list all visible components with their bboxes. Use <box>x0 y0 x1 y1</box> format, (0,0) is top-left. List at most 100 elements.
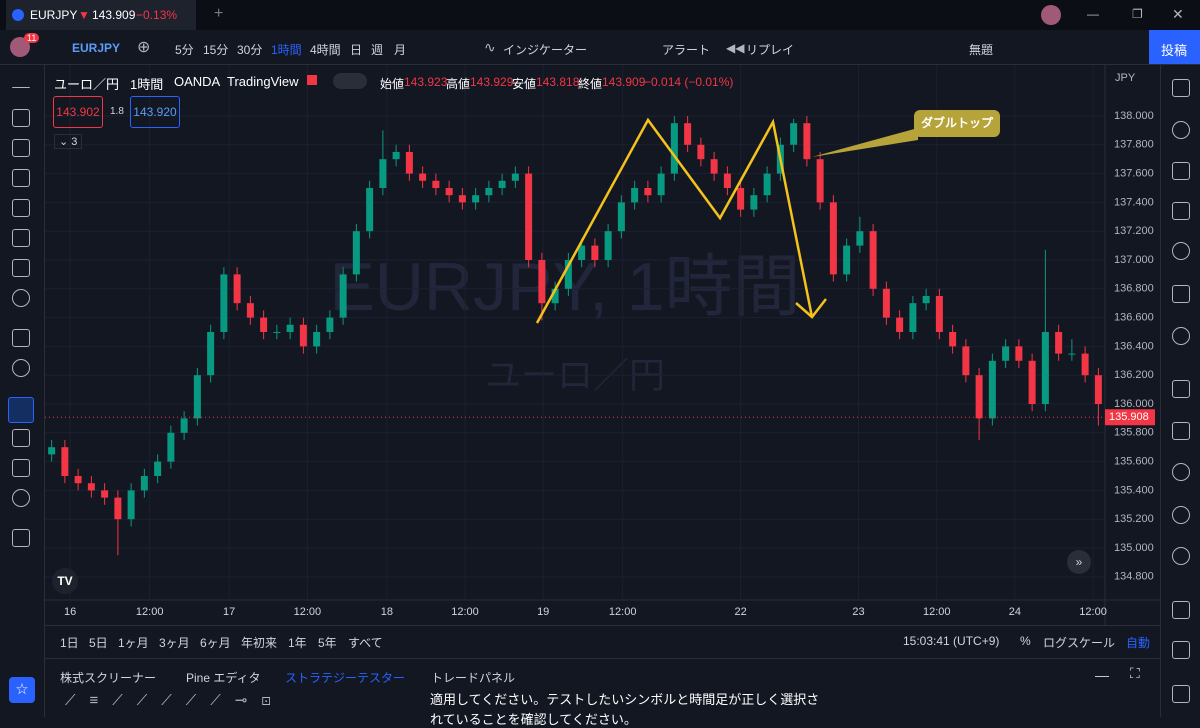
range[interactable]: 3ヶ月 <box>159 636 190 650</box>
x-tick-label: 18 <box>381 606 393 618</box>
panel-minimize[interactable]: — <box>1095 667 1109 683</box>
ohlc-label: 終値 <box>578 77 603 91</box>
candle-body <box>816 159 824 203</box>
lock-draw-tool[interactable] <box>12 429 30 447</box>
interval[interactable]: 月 <box>394 43 407 57</box>
lock-tool[interactable] <box>12 459 30 477</box>
range[interactable]: 1ヶ月 <box>118 636 149 650</box>
legend-change: −0.014 (−0.01%) <box>644 75 734 89</box>
messages[interactable] <box>1172 422 1190 440</box>
crosshair-tool[interactable] <box>12 87 30 89</box>
scroll-button[interactable] <box>1067 550 1091 574</box>
news[interactable] <box>1172 202 1190 220</box>
trading[interactable] <box>1172 601 1190 619</box>
channel-tool[interactable] <box>12 139 30 157</box>
panel-tab[interactable]: 株式スクリーナー <box>60 671 157 685</box>
favorites[interactable]: ☆ <box>9 677 35 703</box>
compare[interactable]: ⊕ <box>137 39 151 56</box>
interval-active[interactable]: 1時間 <box>271 43 302 57</box>
range[interactable]: 5日 <box>89 636 108 650</box>
notifications[interactable] <box>1172 547 1190 565</box>
legend-interval: 1時間 <box>130 77 164 92</box>
range[interactable]: すべて <box>348 636 383 650</box>
pattern-tool[interactable] <box>12 169 30 187</box>
y-tick-label: 135.600 <box>1114 456 1154 468</box>
zoom-tool[interactable] <box>12 359 30 377</box>
candle-body <box>1015 346 1023 361</box>
candle-body <box>61 447 69 477</box>
range[interactable]: 1日 <box>60 636 79 650</box>
panel-tab-active[interactable]: ストラテジーテスター <box>285 671 406 685</box>
indicators[interactable]: インジケーター <box>503 43 588 57</box>
panel-tab[interactable]: トレードパネル <box>431 671 516 685</box>
panel-tab[interactable]: Pine エディタ <box>186 671 261 685</box>
line-tool[interactable] <box>12 109 30 127</box>
layers[interactable] <box>1172 685 1190 703</box>
ideas[interactable] <box>1172 327 1190 345</box>
hotlist[interactable] <box>1172 242 1190 260</box>
candle-body <box>352 231 360 275</box>
delete-tool[interactable] <box>12 529 30 547</box>
buy-button[interactable]: 143.920 <box>130 96 180 128</box>
interval[interactable]: 15分 <box>203 43 229 57</box>
legend-source: TradingView <box>227 74 299 89</box>
candle-body <box>193 375 201 419</box>
candle-body <box>511 173 519 181</box>
sell-button[interactable]: 143.902 <box>53 96 103 128</box>
interval[interactable]: 5分 <box>175 43 194 57</box>
candle-body <box>670 123 678 174</box>
details[interactable] <box>1172 162 1190 180</box>
panel[interactable] <box>1172 641 1190 659</box>
indicator-toggle[interactable]: ⌄ 3 <box>54 134 83 149</box>
symbol-search[interactable]: EURJPY <box>72 41 121 55</box>
interval[interactable]: 日 <box>350 43 363 57</box>
double-top-drawing[interactable] <box>535 117 814 324</box>
layout-name[interactable]: 無題 <box>969 43 994 57</box>
hide-tool[interactable] <box>12 489 30 507</box>
replay[interactable]: リプレイ <box>746 43 795 57</box>
range[interactable]: 5年 <box>318 636 337 650</box>
interval[interactable]: 30分 <box>237 43 263 57</box>
calendar[interactable] <box>1172 285 1190 303</box>
auto-toggle[interactable]: 自動 <box>1126 636 1151 650</box>
xabcd-tool[interactable] <box>12 229 30 247</box>
range[interactable]: 年初来 <box>241 636 278 650</box>
y-tick-label: 137.000 <box>1114 254 1154 266</box>
candle-body <box>869 231 877 289</box>
status[interactable] <box>333 73 367 89</box>
percent-toggle[interactable]: % <box>1020 634 1031 648</box>
candle-body <box>843 245 851 275</box>
alerts[interactable] <box>1172 121 1190 139</box>
drawing-favorites[interactable]: ⟋≡⟋⟋⟋⟋⟋⊸⊡ <box>65 692 285 709</box>
tv-logo[interactable] <box>52 568 78 594</box>
interval[interactable]: 4時間 <box>310 43 341 57</box>
alert[interactable]: アラート <box>662 43 711 57</box>
y-tick-label: 135.800 <box>1114 427 1154 439</box>
publish-button[interactable] <box>1149 30 1200 64</box>
tab[interactable] <box>6 0 196 30</box>
broadcast[interactable] <box>1172 506 1190 524</box>
magnet-tool[interactable] <box>8 397 34 423</box>
window-max[interactable]: ❐ <box>1132 7 1143 21</box>
streams[interactable] <box>1172 463 1190 481</box>
callout[interactable] <box>914 110 1000 137</box>
chats[interactable] <box>1172 380 1190 398</box>
range[interactable]: 6ヶ月 <box>200 636 231 650</box>
window-min[interactable]: — <box>1087 7 1099 21</box>
interval[interactable]: 週 <box>371 43 384 57</box>
forecast-tool[interactable] <box>12 259 30 277</box>
range[interactable]: 1年 <box>288 636 307 650</box>
watchlist[interactable] <box>1172 79 1190 97</box>
log-toggle[interactable]: ログスケール <box>1043 636 1116 650</box>
text-tool[interactable] <box>12 199 30 217</box>
candle-body <box>896 317 904 332</box>
new-tab[interactable]: + <box>214 5 224 22</box>
emoji-tool[interactable] <box>12 289 30 307</box>
flag[interactable] <box>307 75 317 85</box>
window-close[interactable]: ✕ <box>1172 6 1184 22</box>
panel-maximize[interactable]: ⛶ <box>1130 665 1140 681</box>
x-tick-label: 12:00 <box>609 606 637 618</box>
ruler-tool[interactable] <box>12 329 30 347</box>
avatar[interactable] <box>1041 5 1061 25</box>
candle-body <box>564 259 572 289</box>
